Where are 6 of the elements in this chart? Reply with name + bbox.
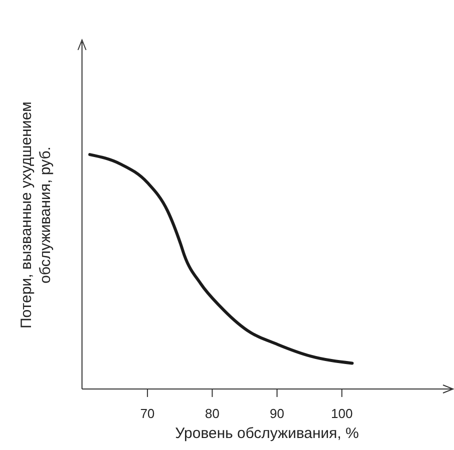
x-axis-title: Уровень обслуживания, % xyxy=(174,425,360,442)
x-tick-label: 90 xyxy=(270,406,284,422)
y-axis-title: Потери, вызванные ухудшением обслуживания, руб. xyxy=(17,100,55,330)
x-tick-label: 70 xyxy=(140,406,155,422)
x-tick-label: 80 xyxy=(205,406,220,422)
x-tick-label: 100 xyxy=(330,406,353,422)
